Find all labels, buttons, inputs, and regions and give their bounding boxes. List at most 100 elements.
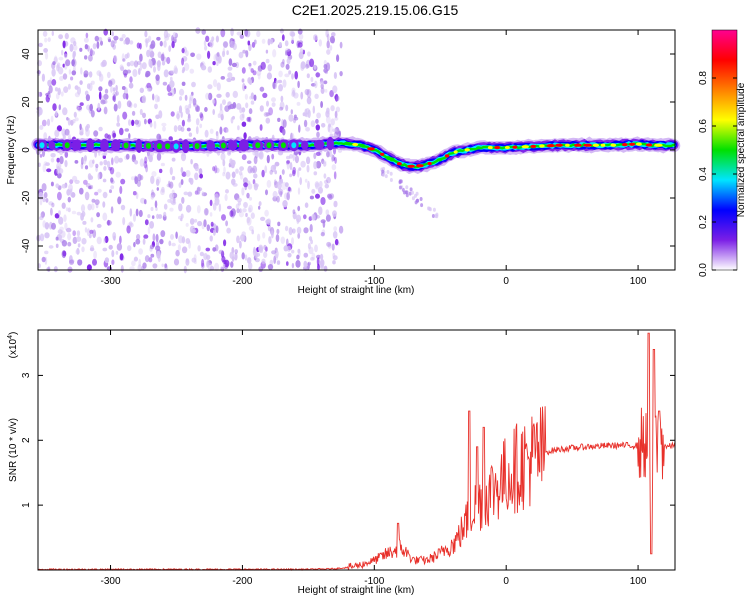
noise-speckle	[278, 187, 282, 197]
noise-speckle	[111, 250, 115, 258]
noise-speckle	[170, 88, 175, 97]
ridge-hotspot	[555, 143, 563, 147]
colorbar: 0.0 0.2 0.4 0.6 0.8 Normalized spectral ampl…	[698, 29, 747, 277]
noise-speckle	[326, 176, 331, 184]
noise-speckle	[122, 111, 128, 120]
noise-speckle	[237, 201, 241, 206]
noise-speckle	[300, 160, 306, 168]
noise-speckle	[63, 86, 69, 93]
branch-point	[389, 171, 393, 176]
noise-speckle	[54, 87, 59, 92]
noise-speckle	[231, 171, 236, 179]
noise-speckle	[103, 159, 108, 166]
noise-speckle	[297, 232, 301, 239]
noise-speckle	[230, 261, 234, 268]
noise-speckle	[67, 118, 71, 126]
noise-speckle	[192, 98, 197, 106]
noise-speckle	[311, 188, 316, 194]
ridge-hotspot	[645, 143, 653, 147]
noise-speckle	[115, 84, 118, 92]
noise-speckle	[201, 191, 204, 197]
noise-speckle	[311, 214, 316, 221]
noise-speckle	[278, 191, 283, 196]
noise-speckle	[318, 39, 322, 47]
noise-speckle	[135, 238, 141, 245]
ridge-blob	[48, 141, 56, 150]
noise-speckle	[248, 196, 253, 201]
noise-speckle	[66, 189, 71, 196]
noise-speckle	[124, 37, 131, 45]
noise-speckle	[53, 266, 58, 273]
noise-speckle	[81, 211, 86, 217]
noise-speckle	[251, 229, 254, 235]
noise-speckle	[121, 86, 126, 90]
noise-speckle	[133, 103, 138, 108]
noise-speckle	[121, 34, 126, 39]
noise-speckle	[131, 119, 135, 127]
noise-speckle	[326, 40, 330, 49]
noise-speckle	[221, 50, 226, 58]
noise-speckle	[245, 102, 249, 109]
noise-speckle	[305, 127, 310, 132]
noise-speckle	[276, 195, 280, 203]
noise-speckle	[171, 157, 176, 162]
colorbar-tick-label: 0.4	[698, 167, 709, 181]
noise-speckle	[323, 161, 327, 167]
noise-speckle	[267, 38, 271, 46]
noise-speckle	[89, 184, 94, 190]
noise-speckle	[315, 72, 321, 78]
noise-speckle	[222, 263, 226, 268]
noise-speckle	[279, 190, 283, 198]
noise-speckle	[315, 151, 321, 156]
noise-speckle	[314, 80, 318, 89]
figure-title: C2E1.2025.219.15.06.G15	[292, 2, 459, 18]
noise-speckle	[92, 43, 97, 50]
noise-speckle	[76, 105, 79, 110]
noise-speckle	[110, 185, 115, 190]
noise-speckle	[254, 182, 257, 187]
noise-speckle	[266, 154, 270, 164]
noise-speckle	[306, 89, 312, 98]
noise-speckle	[172, 32, 177, 38]
noise-speckle	[141, 62, 147, 70]
noise-speckle	[142, 112, 146, 119]
noise-speckle	[248, 108, 253, 115]
noise-speckle	[321, 123, 326, 128]
noise-speckle	[265, 58, 270, 64]
noise-speckle	[144, 219, 149, 226]
noise-speckle	[297, 187, 301, 195]
noise-speckle	[64, 32, 69, 40]
noise-speckle	[79, 47, 83, 52]
noise-speckle	[51, 222, 56, 230]
noise-speckle	[306, 164, 310, 173]
noise-speckle	[332, 231, 338, 239]
ridge-hotspot	[436, 158, 443, 162]
noise-speckle	[103, 166, 107, 171]
noise-speckle	[62, 73, 68, 80]
noise-speckle	[229, 210, 234, 218]
noise-speckle	[339, 71, 343, 77]
noise-speckle	[284, 225, 289, 232]
noise-speckle	[230, 27, 234, 37]
noise-speckle	[227, 66, 233, 71]
y-tick-label: 3	[21, 372, 32, 378]
noise-speckle	[203, 40, 207, 47]
noise-speckle	[168, 136, 173, 142]
noise-speckle	[297, 205, 301, 212]
ridge-hotspot	[397, 162, 402, 166]
y-tick-label: 0	[21, 147, 32, 153]
ridge-hotspot	[504, 145, 510, 150]
snr-x-label: Height of straight line (km)	[298, 585, 415, 596]
y-tick-label: 40	[21, 48, 32, 60]
noise-speckle	[311, 252, 316, 260]
noise-speckle	[248, 43, 252, 52]
noise-speckle	[278, 188, 284, 195]
noise-speckle	[126, 69, 132, 74]
noise-speckle	[122, 58, 126, 62]
noise-speckle	[333, 72, 337, 79]
y-tick-label: -20	[21, 190, 32, 205]
noise-speckle	[285, 50, 288, 56]
noise-speckle	[253, 39, 257, 45]
noise-speckle	[320, 253, 324, 261]
noise-speckle	[336, 54, 340, 62]
